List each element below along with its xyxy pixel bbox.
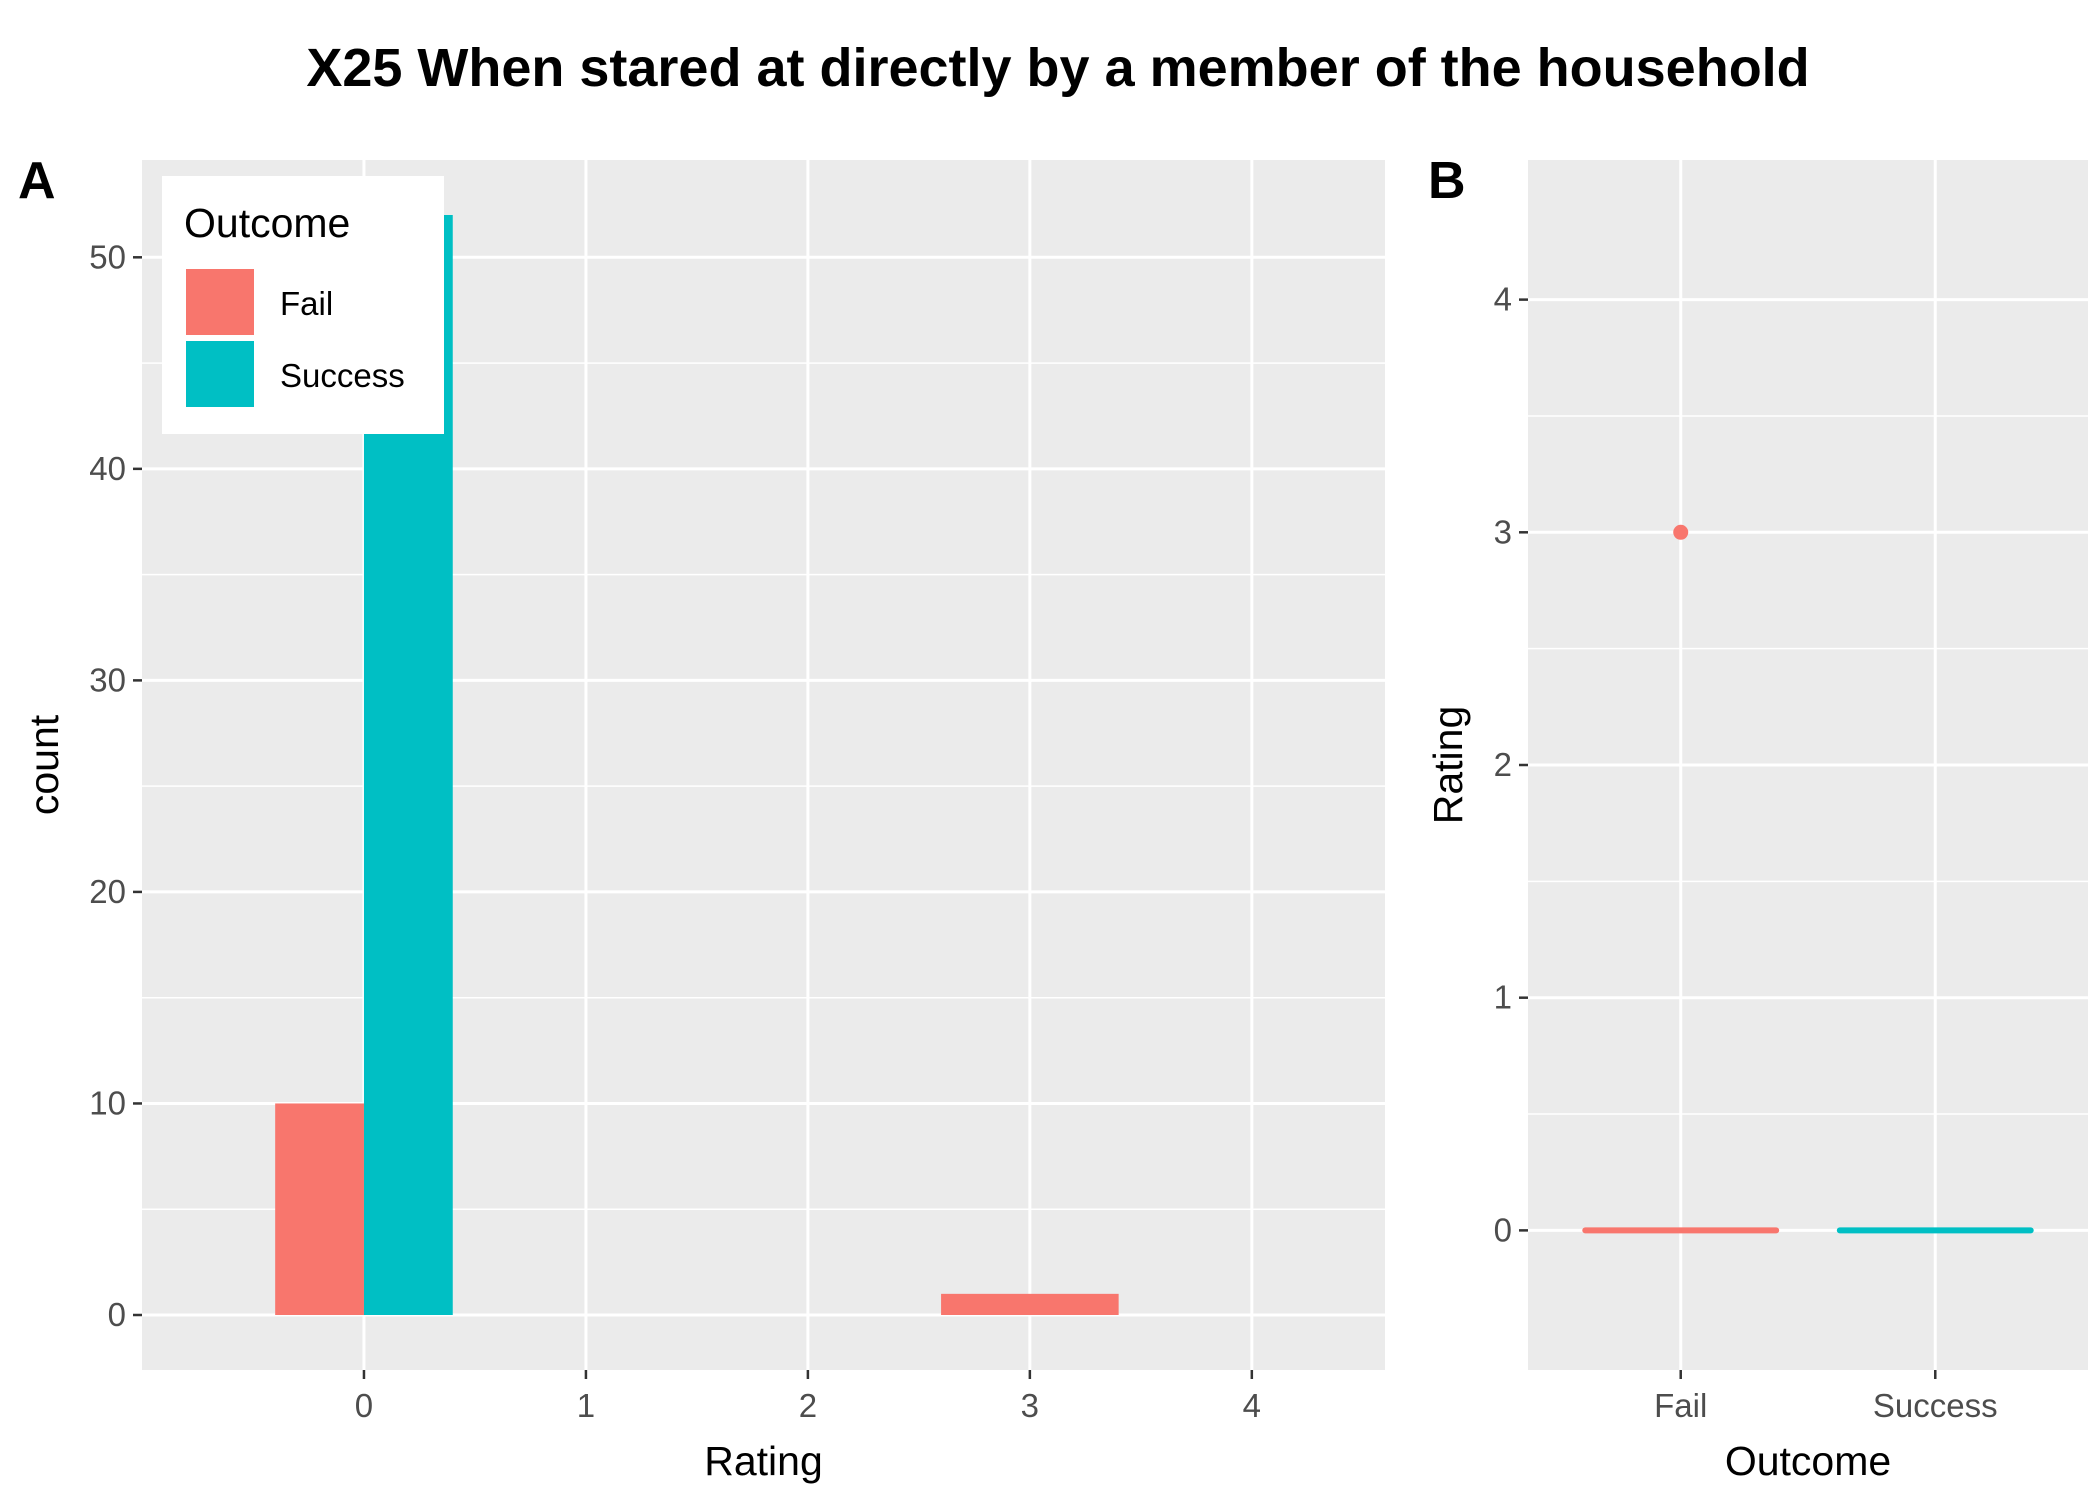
y-tick-label: 3 <box>1494 513 1512 550</box>
y-tick-label: 0 <box>1494 1211 1512 1248</box>
panel-b-minor-gridlines <box>1528 415 2088 1115</box>
y-tick-label: 0 <box>108 1296 126 1333</box>
x-tick-label: Fail <box>1654 1387 1707 1424</box>
panel-a-y-axis-title: count <box>21 714 67 815</box>
legend-label-success: Success <box>280 357 405 394</box>
x-tick-label: Success <box>1873 1387 1998 1424</box>
panel-a-y-axis: 0 10 20 30 40 50 <box>89 238 142 1333</box>
panel-b-boxplot: B 0 1 2 3 4 Fail Success Outcome Rating <box>1425 152 2088 1484</box>
legend-key-success <box>186 341 254 407</box>
y-tick-label: 30 <box>89 661 126 698</box>
y-tick-label: 1 <box>1494 979 1512 1016</box>
bar-fail-rating-3 <box>941 1293 1119 1315</box>
figure-title: X25 When stared at directly by a member … <box>306 38 1809 98</box>
legend-title: Outcome <box>184 200 350 246</box>
y-tick-label: 10 <box>89 1084 126 1121</box>
legend-key-fail <box>186 269 254 335</box>
panel-b-y-axis: 0 1 2 3 4 <box>1494 281 1528 1248</box>
y-tick-label: 4 <box>1494 281 1512 318</box>
y-tick-label: 40 <box>89 450 126 487</box>
y-tick-label: 20 <box>89 873 126 910</box>
panel-b-x-axis: Fail Success <box>1654 1370 1998 1424</box>
panel-a-x-axis-title: Rating <box>704 1438 823 1484</box>
bar-fail-rating-0 <box>275 1103 364 1315</box>
panel-b-label: B <box>1428 152 1466 210</box>
x-tick-label: 3 <box>1021 1387 1039 1424</box>
y-tick-label: 2 <box>1494 746 1512 783</box>
panel-a-label: A <box>18 152 56 210</box>
panel-b-boxes <box>1582 524 2034 1234</box>
x-tick-label: 0 <box>355 1387 373 1424</box>
panel-b-x-axis-title: Outcome <box>1725 1438 1891 1484</box>
panel-a-histogram: A 0 10 20 30 40 50 0 1 2 3 4 Rating count Outcome… <box>18 152 1385 1484</box>
x-tick-label: 1 <box>577 1387 595 1424</box>
panel-a-x-axis: 0 1 2 3 4 <box>355 1370 1261 1424</box>
legend: Outcome Fail Success <box>162 176 444 434</box>
y-tick-label: 50 <box>89 238 126 275</box>
box-fail <box>1582 524 1780 1234</box>
legend-label-fail: Fail <box>280 285 333 322</box>
x-tick-label: 4 <box>1243 1387 1261 1424</box>
panel-a-major-gridlines <box>142 160 1385 1370</box>
panel-b-y-axis-title: Rating <box>1425 706 1471 825</box>
x-tick-label: 2 <box>799 1387 817 1424</box>
outlier-point <box>1673 524 1689 540</box>
